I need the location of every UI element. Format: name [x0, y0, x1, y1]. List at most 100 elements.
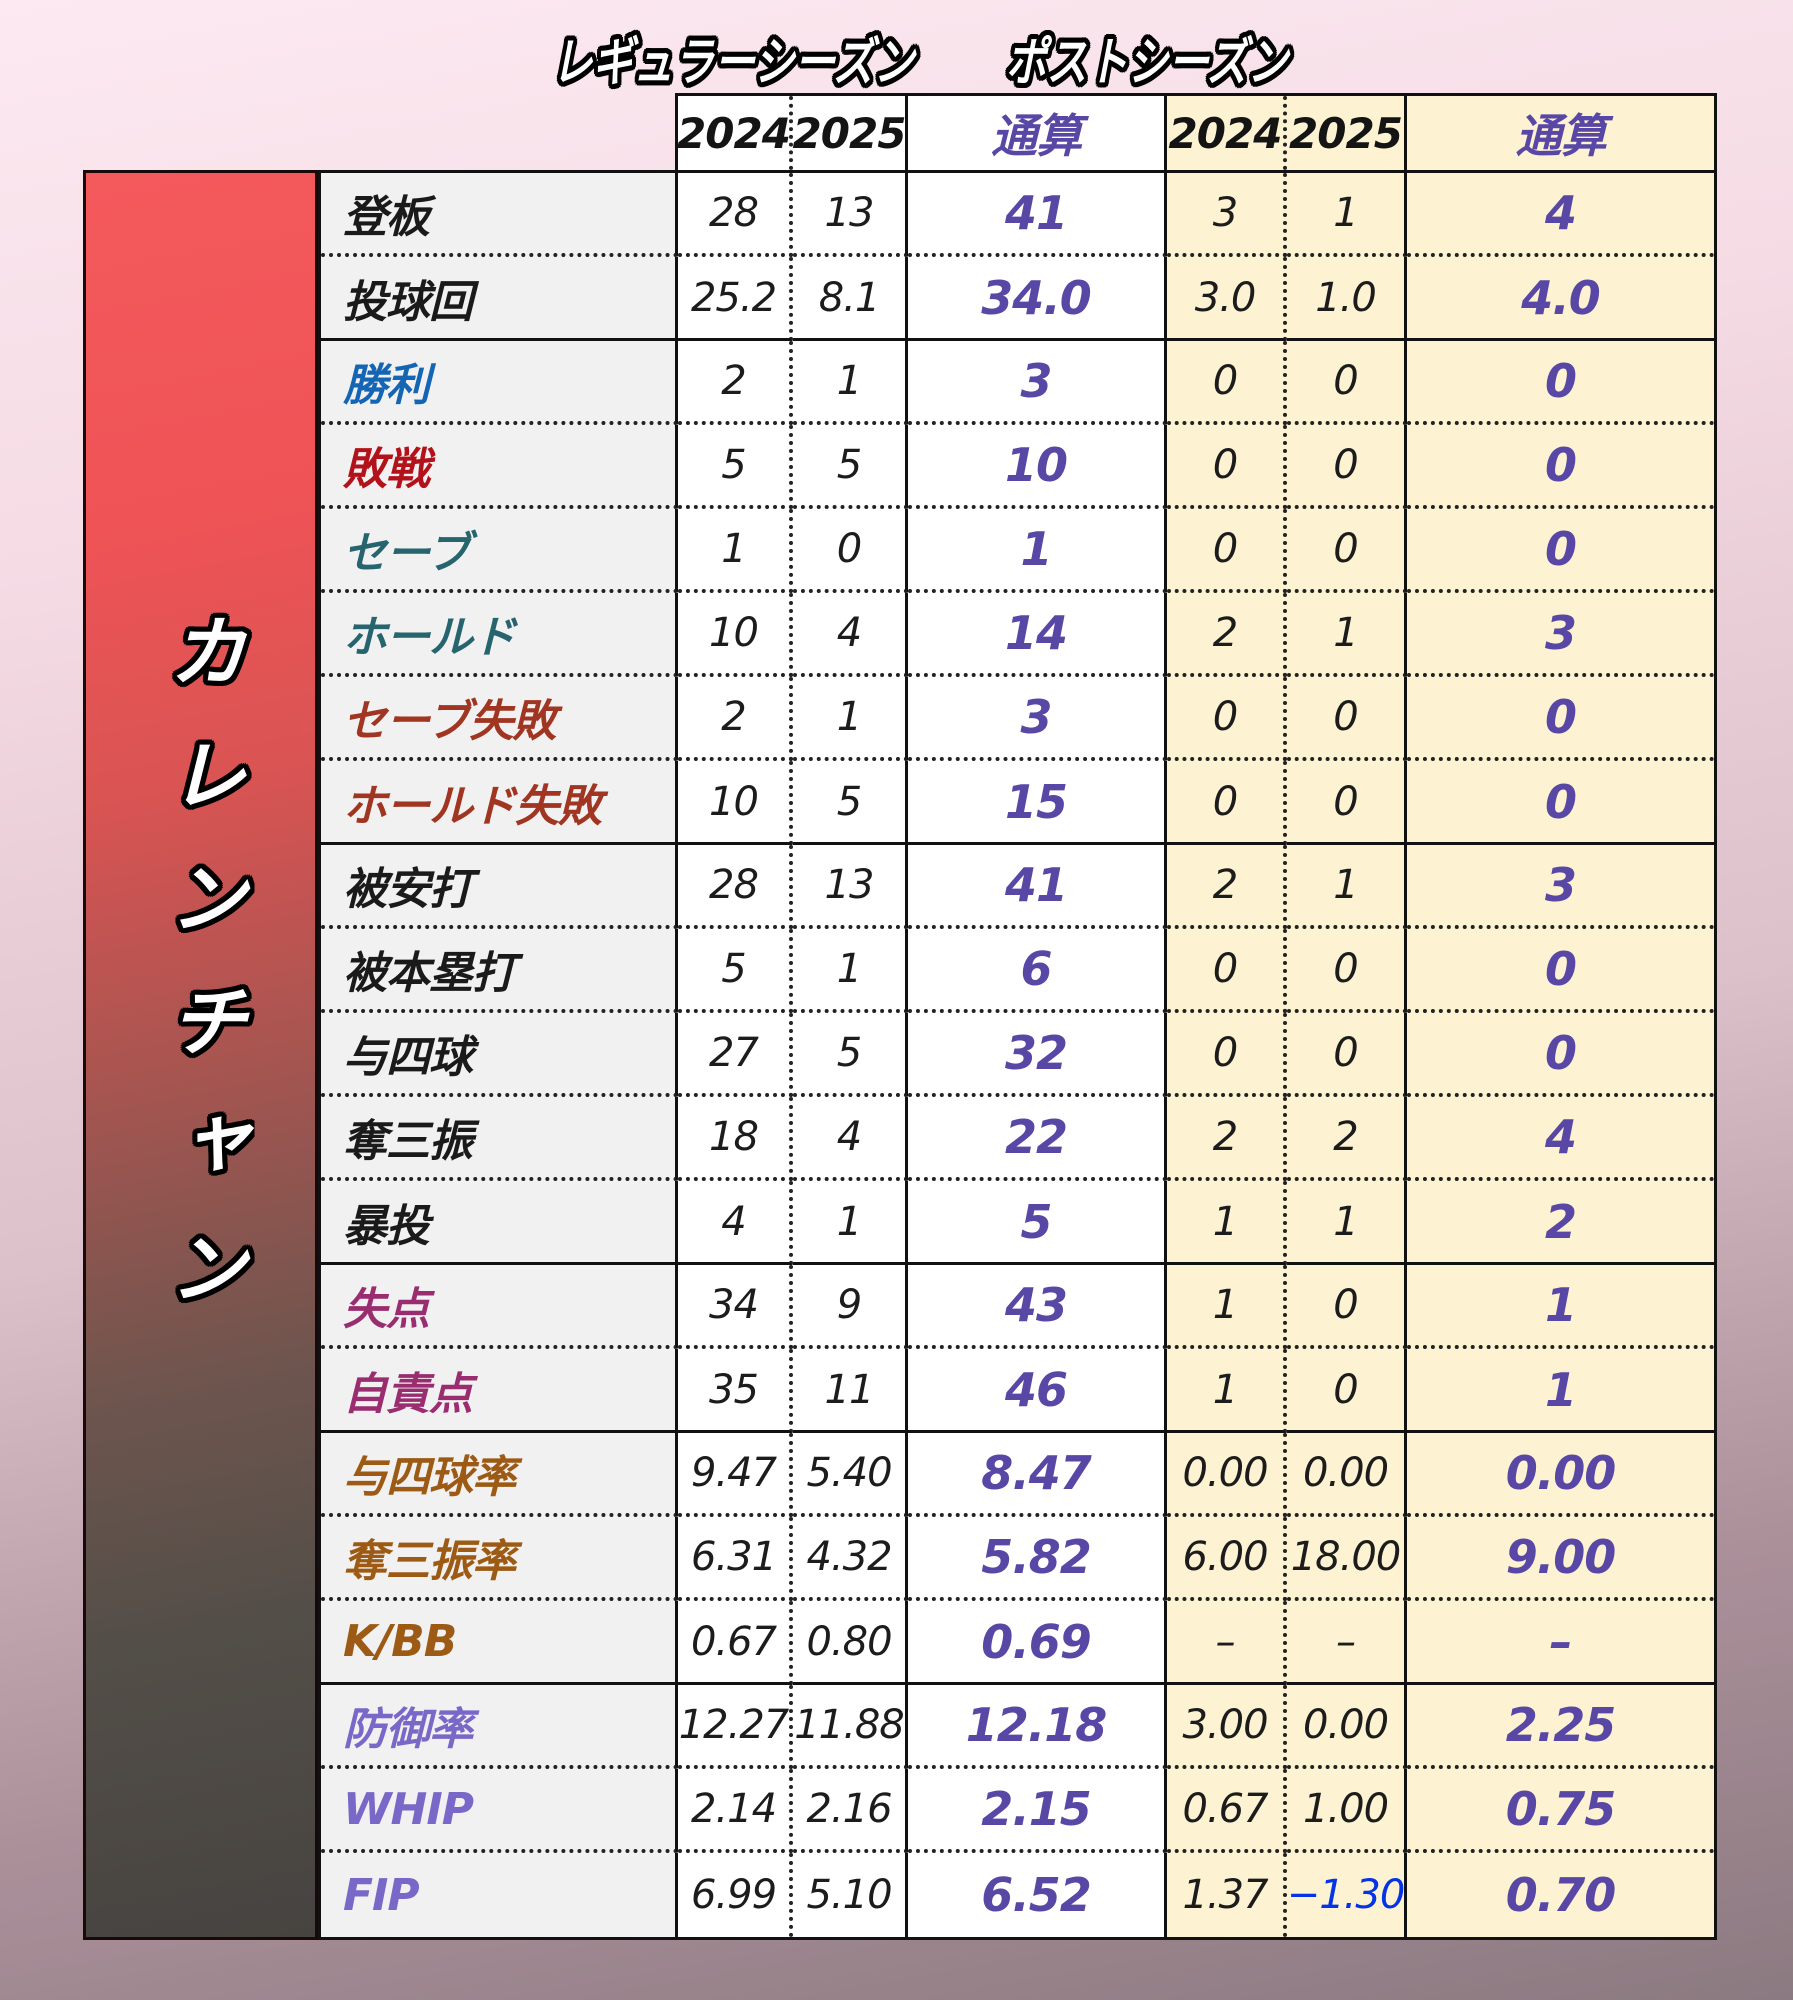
stat-cell-post-2024: –: [1167, 1601, 1287, 1685]
stat-cell-regular-2025: 1: [793, 929, 908, 1013]
stat-cell-regular-2024: 27: [678, 1013, 793, 1097]
stats-table-body: 登板 28 13 41 3 1 4 投球回 25.2 8.1 34.0 3.0 1.0 4.0 勝利 2 1 3 0…: [318, 170, 1717, 1940]
row-label: ホールド: [321, 593, 678, 677]
stat-cell-regular-2025: 4.32: [793, 1517, 908, 1601]
stat-cell-post-total: 0.00: [1407, 1433, 1714, 1517]
stat-cell-post-2025: 0: [1287, 1013, 1407, 1097]
row-label: 被本塁打: [321, 929, 678, 1013]
stat-cell-post-2024: 0: [1167, 341, 1287, 425]
stat-cell-regular-total: 32: [908, 1013, 1167, 1097]
stat-cell-post-2025: 1: [1287, 845, 1407, 929]
stat-cell-post-2025: –: [1287, 1601, 1407, 1685]
stat-cell-post-2025: −1.30: [1287, 1853, 1407, 1937]
stat-cell-post-total: 0.75: [1407, 1769, 1714, 1853]
stat-cell-regular-2025: 8.1: [793, 257, 908, 341]
stat-cell-regular-2024: 5: [678, 425, 793, 509]
stat-cell-regular-2024: 28: [678, 845, 793, 929]
stat-cell-regular-total: 46: [908, 1349, 1167, 1433]
stat-cell-post-total: 1: [1407, 1265, 1714, 1349]
stat-cell-regular-2024: 12.27: [678, 1685, 793, 1769]
stat-cell-regular-2024: 28: [678, 173, 793, 257]
stat-cell-post-2024: 1: [1167, 1265, 1287, 1349]
stat-cell-regular-2025: 5: [793, 1013, 908, 1097]
stat-cell-regular-2025: 5.10: [793, 1853, 908, 1937]
stat-cell-post-2025: 0: [1287, 509, 1407, 593]
stat-cell-post-2024: 0: [1167, 1013, 1287, 1097]
stat-cell-post-2025: 1: [1287, 1181, 1407, 1265]
stat-cell-regular-2024: 25.2: [678, 257, 793, 341]
header-regular-2025: 2025: [793, 96, 908, 170]
stat-cell-regular-total: 10: [908, 425, 1167, 509]
row-label: 防御率: [321, 1685, 678, 1769]
stat-cell-regular-2024: 34: [678, 1265, 793, 1349]
stat-cell-regular-2024: 0.67: [678, 1601, 793, 1685]
row-label: 与四球: [321, 1013, 678, 1097]
stat-cell-post-total: 0: [1407, 509, 1714, 593]
stat-cell-regular-total: 5.82: [908, 1517, 1167, 1601]
regular-season-title: レギュラーシーズン: [552, 33, 915, 93]
stat-cell-post-2025: 0.00: [1287, 1433, 1407, 1517]
stat-cell-post-2025: 0: [1287, 341, 1407, 425]
row-label: 奪三振: [321, 1097, 678, 1181]
stat-cell-post-2024: 1: [1167, 1349, 1287, 1433]
stat-cell-regular-2025: 9: [793, 1265, 908, 1349]
stats-table-header: 2024 2025 通算 2024 2025 通算: [675, 93, 1717, 170]
stat-cell-regular-2025: 4: [793, 593, 908, 677]
stat-cell-regular-2024: 6.31: [678, 1517, 793, 1601]
stat-cell-regular-2025: 5: [793, 761, 908, 845]
stat-cell-regular-total: 43: [908, 1265, 1167, 1349]
stat-cell-regular-2024: 9.47: [678, 1433, 793, 1517]
header-regular-2024: 2024: [677, 96, 793, 170]
stat-cell-regular-2024: 2: [678, 677, 793, 761]
row-label: FIP: [321, 1853, 678, 1937]
stat-cell-regular-2025: 0: [793, 509, 908, 593]
stat-cell-post-total: –: [1407, 1601, 1714, 1685]
stat-cell-regular-total: 3: [908, 341, 1167, 425]
stat-cell-regular-2024: 2.14: [678, 1769, 793, 1853]
stat-cell-post-2025: 0: [1287, 425, 1407, 509]
stat-cell-regular-2025: 1: [793, 677, 908, 761]
stat-cell-regular-total: 1: [908, 509, 1167, 593]
stat-cell-regular-2025: 13: [793, 173, 908, 257]
stat-cell-post-2024: 6.00: [1167, 1517, 1287, 1601]
stat-cell-post-2025: 0: [1287, 761, 1407, 845]
stat-cell-regular-total: 0.69: [908, 1601, 1167, 1685]
stat-cell-post-2024: 1.37: [1167, 1853, 1287, 1937]
header-post-2025: 2025: [1287, 96, 1407, 170]
row-label: 暴投: [321, 1181, 678, 1265]
stat-cell-regular-2024: 18: [678, 1097, 793, 1181]
row-label: セーブ: [321, 509, 678, 593]
stat-cell-post-2025: 1.00: [1287, 1769, 1407, 1853]
stat-cell-post-2024: 2: [1167, 593, 1287, 677]
stat-cell-post-total: 0: [1407, 341, 1714, 425]
stat-cell-post-2025: 1.0: [1287, 257, 1407, 341]
stat-cell-post-2024: 2: [1167, 1097, 1287, 1181]
header-post-total: 通算: [1407, 96, 1714, 170]
row-label: K/BB: [321, 1601, 678, 1685]
stat-cell-regular-2025: 1: [793, 1181, 908, 1265]
stat-cell-post-2025: 0: [1287, 1265, 1407, 1349]
stat-cell-post-2024: 0: [1167, 761, 1287, 845]
stat-cell-post-2024: 0: [1167, 509, 1287, 593]
stat-cell-post-2025: 1: [1287, 593, 1407, 677]
stat-cell-post-2024: 0.00: [1167, 1433, 1287, 1517]
stat-cell-post-2024: 2: [1167, 845, 1287, 929]
stat-cell-post-2025: 0: [1287, 929, 1407, 1013]
stat-cell-regular-total: 12.18: [908, 1685, 1167, 1769]
stat-cell-regular-2025: 5: [793, 425, 908, 509]
header-regular-total: 通算: [908, 96, 1167, 170]
stat-cell-regular-total: 8.47: [908, 1433, 1167, 1517]
stat-cell-post-total: 0: [1407, 425, 1714, 509]
stat-cell-regular-2024: 10: [678, 761, 793, 845]
row-label: 奪三振率: [321, 1517, 678, 1601]
stat-cell-regular-2024: 2: [678, 341, 793, 425]
stat-cell-regular-2025: 11.88: [793, 1685, 908, 1769]
stat-cell-post-total: 3: [1407, 593, 1714, 677]
row-label: 被安打: [321, 845, 678, 929]
stat-cell-regular-2024: 5: [678, 929, 793, 1013]
stat-cell-regular-2024: 4: [678, 1181, 793, 1265]
stat-cell-post-total: 4: [1407, 173, 1714, 257]
stat-cell-post-2025: 0: [1287, 1349, 1407, 1433]
stat-cell-post-total: 0: [1407, 677, 1714, 761]
